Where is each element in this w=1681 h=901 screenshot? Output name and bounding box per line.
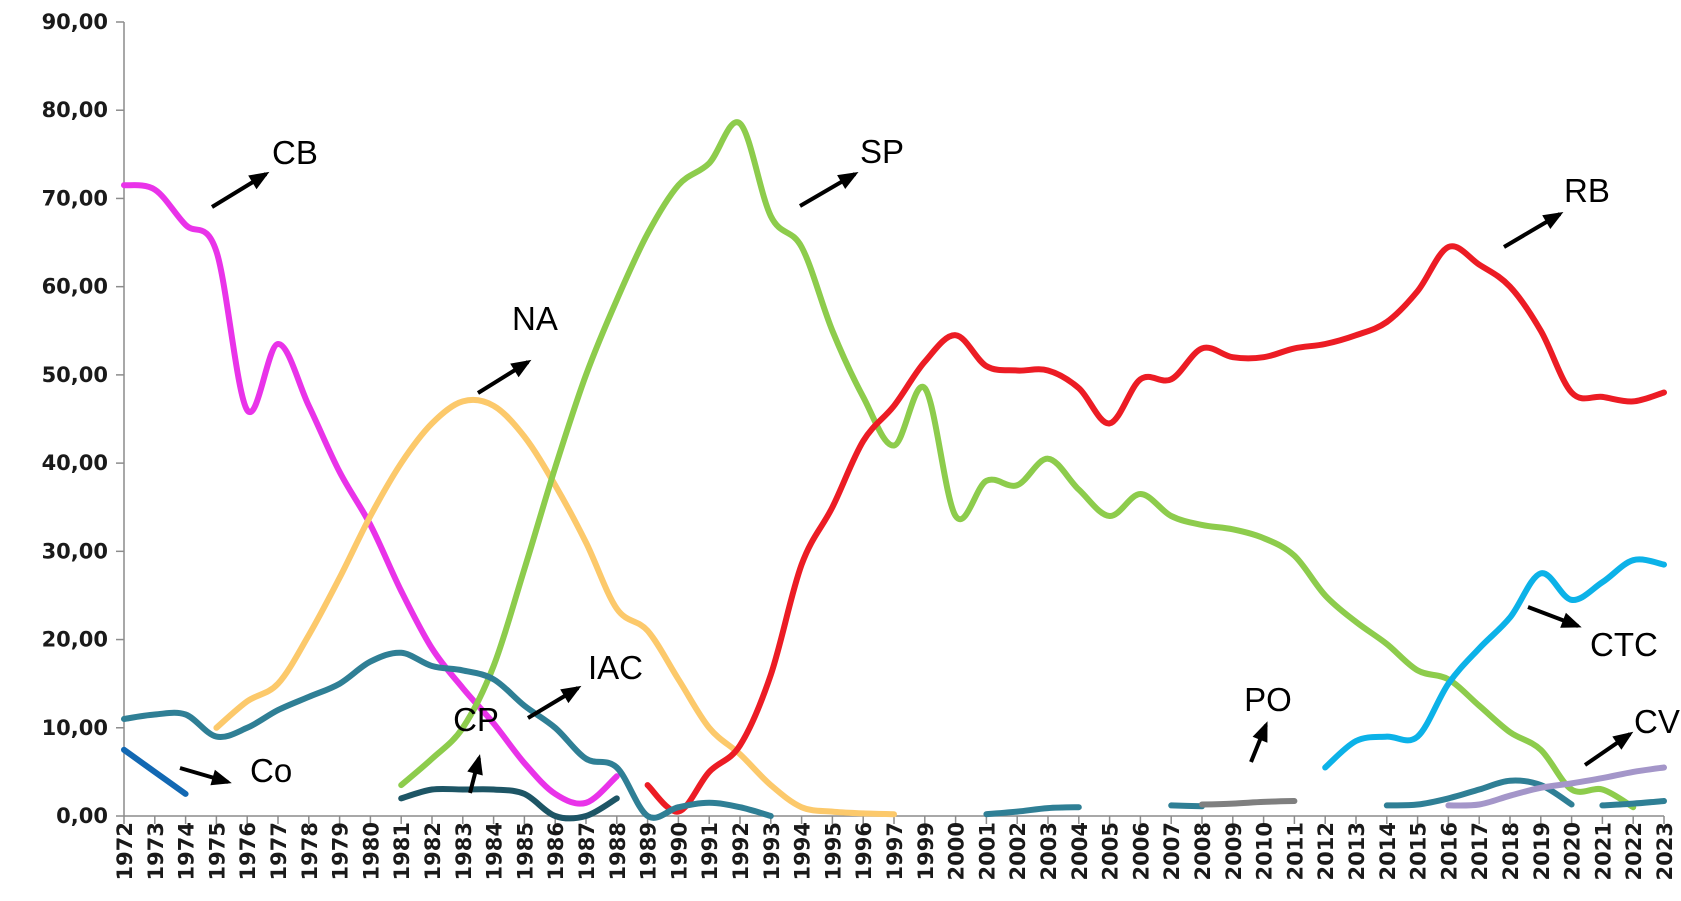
x-tick-label: 2010 — [1253, 822, 1277, 880]
x-tick-label: 1999 — [914, 822, 938, 880]
series-line-co — [121, 746, 189, 797]
series-line-iac-2 — [983, 804, 1082, 818]
x-tick-label: 1986 — [544, 822, 568, 880]
series-line-na — [213, 396, 897, 818]
x-tick-label: 2022 — [1622, 822, 1646, 880]
x-tick-label: 1982 — [421, 822, 445, 880]
x-tick-label: 1972 — [113, 822, 137, 880]
x-tick-label: 2007 — [1160, 822, 1184, 880]
x-tick-label: 2008 — [1191, 822, 1215, 880]
x-tick-label: 1997 — [883, 822, 907, 880]
x-tick-label: 2009 — [1222, 822, 1246, 880]
y-tick-label: 80,00 — [42, 98, 108, 122]
x-tick-label: 2003 — [1037, 822, 1061, 880]
y-tick-label: 60,00 — [42, 275, 108, 299]
y-tick-label: 20,00 — [42, 628, 108, 652]
x-tick-label: 1993 — [760, 822, 784, 880]
x-tick-label: 1977 — [267, 822, 291, 880]
series-line-iac — [121, 649, 774, 821]
annotation-label-cb: CB — [272, 134, 318, 171]
x-tick-label: 1989 — [637, 822, 661, 880]
x-tick-label: 2013 — [1345, 822, 1369, 880]
annotation-label-rb: RB — [1564, 172, 1610, 209]
series-line-cb — [121, 182, 620, 807]
series-line-po — [1199, 798, 1298, 808]
series-line-ctc — [1322, 556, 1667, 771]
annotation-label-cp: CP — [453, 701, 499, 738]
annotation-arrowhead-ctc — [1560, 612, 1582, 628]
x-tick-label: 2021 — [1591, 822, 1615, 880]
x-tick-label: 2017 — [1468, 822, 1492, 880]
series-line-cv — [1445, 764, 1667, 809]
x-tick-label: 1981 — [390, 822, 414, 880]
x-tick-label: 1984 — [483, 822, 507, 880]
series-line-iac-2 — [1168, 802, 1205, 810]
y-tick-label: 70,00 — [42, 186, 108, 210]
x-tick-label: 1980 — [359, 822, 383, 880]
x-tick-label: 2016 — [1437, 822, 1461, 880]
x-tick-label: 2018 — [1499, 822, 1523, 880]
x-tick-label: 2012 — [1314, 822, 1338, 880]
annotation-label-cv: CV — [1634, 703, 1680, 740]
x-tick-label: 2015 — [1407, 822, 1431, 880]
x-tick-label: 1987 — [575, 822, 599, 880]
x-tick-label: 1994 — [791, 822, 815, 880]
annotation-label-co: Co — [250, 752, 292, 789]
x-tick-label: 2001 — [975, 822, 999, 880]
annotation-arrowhead-co — [210, 769, 232, 786]
annotation-label-iac: IAC — [588, 649, 643, 686]
x-tick-label: 1976 — [236, 822, 260, 880]
annotation-label-ctc: CTC — [1590, 626, 1658, 663]
x-tick-label: 2023 — [1653, 822, 1677, 880]
annotation-arrowhead-po — [1252, 721, 1268, 743]
y-tick-label: 50,00 — [42, 363, 108, 387]
x-tick-label: 2019 — [1530, 822, 1554, 880]
annotation-label-po: PO — [1244, 681, 1292, 718]
y-tick-group: 0,00 10,00 20,00 30,00 40,00 50,00 60,00 70,00 8… — [42, 10, 124, 828]
x-tick-label: 2014 — [1376, 822, 1400, 880]
x-tick-group: 1972 1973 1974 1975 1976 1977 1978 1979 1980 1981… — [113, 816, 1677, 880]
series-group — [121, 119, 1667, 822]
annotation-arrowhead-na — [510, 359, 532, 378]
annotation-arrowhead-sp — [837, 172, 859, 189]
x-tick-label: 1995 — [821, 822, 845, 880]
x-tick-label: 2011 — [1283, 822, 1307, 880]
series-line-iac-4 — [1599, 798, 1667, 809]
x-tick-label: 1992 — [729, 822, 753, 880]
x-tick-label: 1975 — [205, 822, 229, 880]
series-line-rb — [644, 243, 1667, 815]
x-tick-label: 2004 — [1068, 822, 1092, 880]
x-tick-label: 1979 — [329, 822, 353, 880]
y-tick-label: 10,00 — [42, 716, 108, 740]
x-tick-label: 2005 — [1099, 822, 1123, 880]
x-tick-label: 2000 — [945, 822, 969, 880]
annotation-group: CB SP NA RB IAC CP Co PO CTC CV — [179, 133, 1680, 794]
x-tick-label: 2020 — [1561, 822, 1585, 880]
annotation-arrowhead-cb — [248, 171, 270, 190]
annotation-arrowhead-rb — [1542, 212, 1564, 229]
annotation-arrowhead-cv — [1612, 731, 1634, 750]
x-tick-label: 1985 — [513, 822, 537, 880]
annotation-arrowhead-iac — [560, 685, 582, 704]
y-tick-label: 40,00 — [42, 451, 108, 475]
x-tick-label: 2006 — [1129, 822, 1153, 880]
annotation-label-na: NA — [512, 300, 558, 337]
annotation-label-sp: SP — [860, 133, 904, 170]
annotation-arrowhead-cp — [467, 754, 483, 776]
series-line-sp — [398, 119, 1637, 811]
x-tick-label: 2002 — [1006, 822, 1030, 880]
x-tick-label: 1974 — [175, 822, 199, 880]
y-tick-label: 90,00 — [42, 10, 108, 34]
y-tick-label: 0,00 — [56, 804, 108, 828]
x-tick-label: 1978 — [298, 822, 322, 880]
x-tick-label: 1990 — [667, 822, 691, 880]
x-tick-label: 1988 — [606, 822, 630, 880]
x-tick-label: 1983 — [452, 822, 476, 880]
x-tick-label: 1991 — [698, 822, 722, 880]
x-tick-label: 1996 — [852, 822, 876, 880]
series-line-cp — [398, 785, 620, 822]
x-tick-label: 1973 — [144, 822, 168, 880]
y-tick-label: 30,00 — [42, 539, 108, 563]
